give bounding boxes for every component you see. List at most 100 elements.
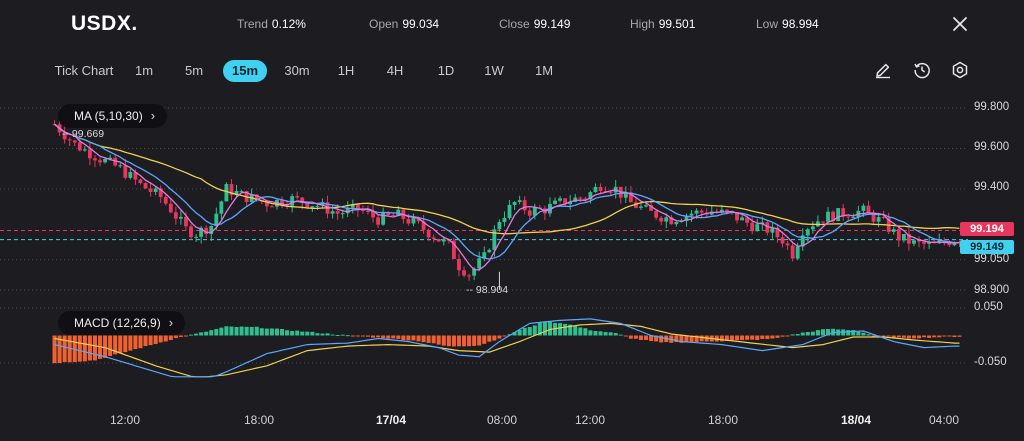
macd-bar [694, 335, 699, 343]
macd-bar [340, 334, 345, 336]
macd-bar [800, 332, 805, 336]
macd-bar [153, 335, 158, 345]
candle-body [184, 216, 188, 227]
candle-body [689, 213, 694, 216]
candle [93, 155, 97, 168]
close-icon[interactable] [950, 14, 970, 34]
timeframe-4h[interactable]: 4H [386, 63, 404, 78]
candle-body [810, 226, 815, 230]
candle [502, 211, 507, 227]
candle [72, 139, 77, 147]
price-chart[interactable] [0, 90, 1024, 410]
macd-indicator-toggle[interactable]: MACD (12,26,9) › [58, 311, 186, 335]
macd-bar [411, 335, 416, 341]
macd-bar [942, 335, 947, 337]
candle-body [123, 165, 128, 178]
candle-body [790, 245, 795, 259]
macd-bar [259, 328, 264, 336]
candle-body [922, 241, 927, 244]
candle-body [335, 211, 340, 214]
candle-body [512, 202, 517, 205]
settings-icon[interactable] [950, 60, 970, 80]
timeframe-15m[interactable]: 15m [223, 60, 267, 82]
candle-body [608, 192, 613, 194]
macd-bar [426, 335, 431, 343]
macd-bar [401, 335, 406, 341]
macd-bar [178, 335, 183, 337]
macd-bar [937, 335, 942, 338]
macd-bar [108, 335, 113, 357]
macd-bar [537, 322, 542, 336]
macd-bar [608, 332, 613, 336]
macd-bar [795, 333, 800, 336]
candle [269, 205, 274, 208]
candlestick-series [52, 120, 962, 281]
macd-bar [365, 335, 370, 337]
candle-body [310, 206, 315, 208]
candle [790, 242, 795, 262]
timeframe-tick-chart[interactable]: Tick Chart [54, 63, 114, 78]
timeframe-5m[interactable]: 5m [184, 63, 204, 78]
macd-bar [512, 332, 517, 336]
macd-bar [755, 335, 760, 341]
candle [62, 126, 67, 144]
timeframe-1h[interactable]: 1H [337, 63, 355, 78]
candle-body [269, 206, 274, 208]
ma-indicator-toggle[interactable]: MA (5,10,30) › [58, 104, 168, 128]
time-tick: 18:00 [707, 413, 739, 427]
candle-body [684, 215, 689, 221]
candle [689, 209, 694, 223]
candle [623, 186, 628, 203]
time-tick: 12:00 [574, 413, 606, 427]
macd-bar [244, 326, 249, 336]
macd-bar [396, 335, 401, 339]
macd-bar [462, 335, 467, 347]
low-marker-label: -- 98.904 [466, 284, 509, 296]
pencil-icon[interactable] [873, 60, 893, 80]
candle-body [517, 200, 522, 203]
candle-body [952, 242, 957, 246]
candle-body [947, 242, 952, 246]
macd-bar [563, 323, 568, 336]
candle-body [431, 237, 436, 239]
candle [98, 157, 102, 167]
candle-body [295, 196, 300, 198]
timeframe-1w[interactable]: 1W [484, 63, 504, 78]
candle-body [264, 201, 269, 207]
candle [755, 218, 760, 232]
ma30-line [54, 123, 960, 235]
candle [699, 208, 704, 219]
candle [426, 228, 431, 241]
high-marker-label: -- 99.669 [62, 128, 105, 140]
candle-body [502, 217, 507, 222]
time-tick: 04:00 [928, 413, 960, 427]
timeframe-1mo[interactable]: 1M [534, 63, 554, 78]
candle [901, 233, 906, 243]
macd-bar [517, 329, 522, 336]
stat-label: Open [369, 17, 399, 31]
macd-histogram [52, 321, 962, 364]
candle-body [67, 139, 72, 141]
candle [558, 195, 563, 203]
timeframe-30m[interactable]: 30m [284, 63, 310, 78]
candle-body [290, 196, 295, 206]
candle-body [846, 216, 851, 218]
history-icon[interactable] [912, 60, 932, 80]
stat-value: 99.034 [402, 17, 440, 31]
timeframe-1d[interactable]: 1D [437, 63, 455, 78]
macd-bar [922, 335, 927, 338]
macd-bar [901, 335, 906, 338]
macd-bar [573, 325, 578, 336]
macd-bar [603, 332, 608, 336]
candle-body [77, 142, 82, 151]
macd-bar [917, 335, 922, 339]
candle [815, 215, 820, 228]
candle-body [719, 209, 724, 213]
ma5-line [54, 123, 960, 271]
macd-bar [381, 335, 386, 339]
candle [295, 191, 300, 200]
candle [548, 197, 552, 217]
macd-bar [234, 326, 239, 336]
timeframe-1m[interactable]: 1m [134, 63, 154, 78]
candle-body [98, 160, 102, 163]
